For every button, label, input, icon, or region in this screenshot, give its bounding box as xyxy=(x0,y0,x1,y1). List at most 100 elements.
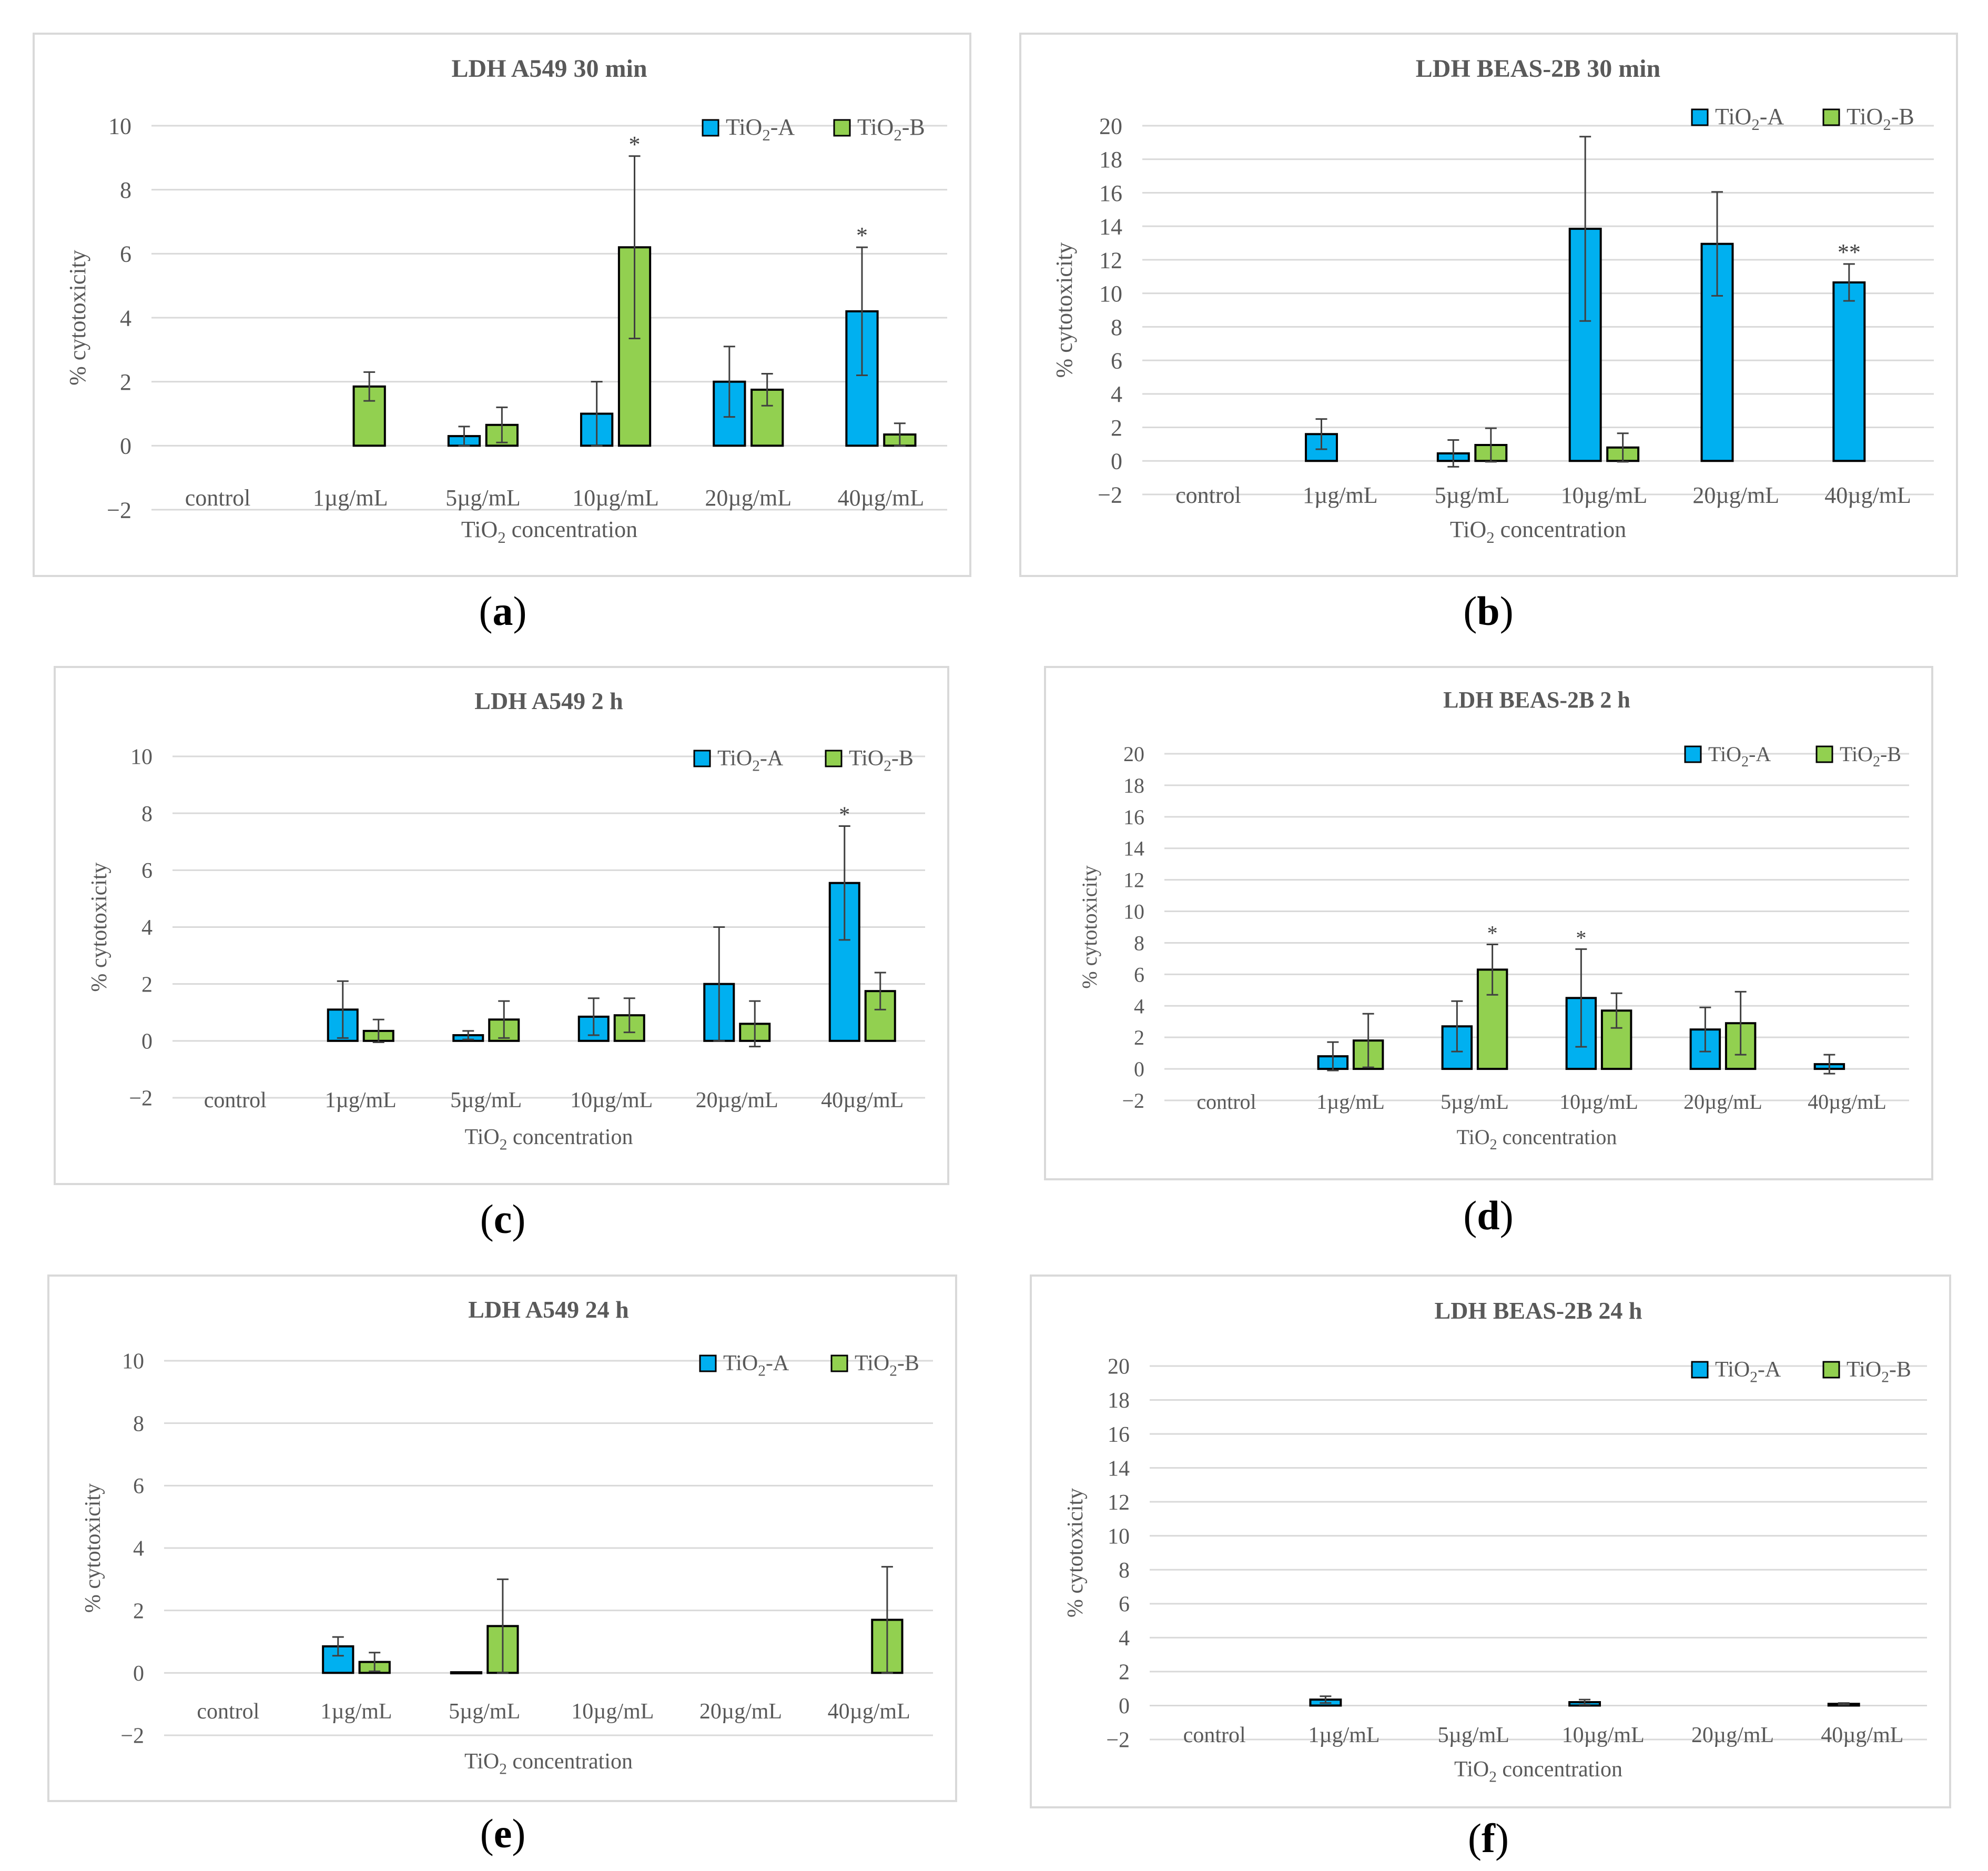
x-tick-label: control xyxy=(1175,482,1241,508)
y-tick-label: 20 xyxy=(1123,742,1144,766)
y-tick-label: 2 xyxy=(1111,415,1122,441)
significance-mark: * xyxy=(1576,926,1586,949)
x-tick-label: 10µg/mL xyxy=(571,1700,654,1724)
y-tick-label: 2 xyxy=(141,973,153,997)
x-tick-label: 20µg/mL xyxy=(705,485,792,511)
legend-swatch-tio2-a xyxy=(1684,745,1702,763)
y-tick-label: 4 xyxy=(133,1537,144,1561)
y-tick-label: 20 xyxy=(1108,1355,1130,1379)
x-tick-label: 5µg/mL xyxy=(450,1088,522,1113)
chart-title: LDH A549 30 min xyxy=(451,55,647,83)
significance-mark: ** xyxy=(1838,239,1861,265)
x-axis-label: TiO2 concentration xyxy=(1450,517,1626,547)
x-tick-label: 20µg/mL xyxy=(696,1088,778,1113)
y-tick-label: 8 xyxy=(141,802,153,826)
y-tick-label: 20 xyxy=(1099,113,1122,139)
x-tick-label: 20µg/mL xyxy=(1691,1723,1774,1747)
legend-label-tio2-a: TiO2-A xyxy=(717,746,784,775)
y-tick-label: −2 xyxy=(1106,1728,1130,1753)
x-tick-label: 20µg/mL xyxy=(1692,482,1779,508)
legend-swatch-tio2-b xyxy=(833,119,851,137)
y-tick-label: 16 xyxy=(1123,805,1144,829)
legend: TiO2-A TiO2-B xyxy=(699,1351,919,1380)
y-tick-label: 14 xyxy=(1108,1457,1130,1481)
y-tick-label: 2 xyxy=(1119,1661,1130,1685)
chart-panel-a: LDH A549 30 min −2 0 2 4 6 8 10 % cytotoxicity co… xyxy=(33,33,971,577)
y-tick-label: 6 xyxy=(120,241,131,267)
y-tick-label: 0 xyxy=(1119,1694,1130,1718)
y-tick-label: 8 xyxy=(1134,931,1144,955)
y-tick-label: 6 xyxy=(1111,348,1122,373)
y-tick-label: 6 xyxy=(1119,1593,1130,1617)
y-tick-label: −2 xyxy=(120,1724,144,1748)
y-tick-label: 10 xyxy=(1099,281,1122,307)
y-tick-label: 4 xyxy=(120,305,131,331)
legend-label-tio2-b: TiO2-B xyxy=(855,1351,919,1380)
significance-mark: * xyxy=(629,132,641,157)
y-tick-label: 18 xyxy=(1123,774,1144,797)
y-tick-label: 0 xyxy=(141,1030,153,1054)
x-tick-label: 1µg/mL xyxy=(1316,1090,1385,1114)
x-tick-label: 5µg/mL xyxy=(445,485,521,511)
y-tick-label: −2 xyxy=(1122,1089,1144,1113)
legend-label-tio2-b: TiO2-B xyxy=(849,746,914,775)
caption-a: (a) xyxy=(479,588,527,634)
y-tick-label: 12 xyxy=(1099,247,1122,273)
y-axis-label: % cytotoxicity xyxy=(1078,865,1101,988)
y-tick-label: 10 xyxy=(1108,1524,1130,1549)
legend-label-tio2-a: TiO2-A xyxy=(726,114,795,144)
legend-swatch-tio2-b xyxy=(1822,108,1840,126)
y-tick-label: −2 xyxy=(107,497,131,523)
chart-title: LDH BEAS-2B 30 min xyxy=(1416,55,1660,83)
x-tick-label: 1µg/mL xyxy=(325,1088,397,1113)
legend-label-tio2-a: TiO2-A xyxy=(1708,742,1771,770)
legend-label-tio2-a: TiO2-A xyxy=(1715,1358,1781,1386)
bar-tio2-a xyxy=(1832,281,1866,462)
y-tick-label: 16 xyxy=(1099,180,1122,206)
chart-title: LDH BEAS-2B 24 h xyxy=(1435,1297,1642,1324)
chart-title: LDH A549 24 h xyxy=(468,1296,628,1323)
y-tick-label: 2 xyxy=(1134,1026,1144,1049)
y-tick-label: 4 xyxy=(141,916,153,940)
legend-swatch-tio2-b xyxy=(1822,1361,1840,1379)
x-tick-label: 40µg/mL xyxy=(1808,1090,1886,1114)
x-tick-label: 40µg/mL xyxy=(828,1700,910,1724)
y-tick-label: 0 xyxy=(1134,1057,1144,1081)
caption-b: (b) xyxy=(1463,588,1514,634)
legend-label-tio2-b: TiO2-B xyxy=(1847,1358,1911,1386)
bar-tio2-a xyxy=(450,1671,483,1675)
x-tick-label: 5µg/mL xyxy=(1441,1090,1509,1114)
y-tick-label: 12 xyxy=(1108,1491,1130,1515)
legend: TiO2-A TiO2-B xyxy=(693,746,914,775)
legend-label-tio2-a: TiO2-A xyxy=(723,1351,789,1380)
chart-d: LDH BEAS-2B 2 h −2 0 2 4 6 8 10 12 14 16 18 20 % cyto… xyxy=(1078,687,1909,1153)
chart-panel-f: LDH BEAS-2B 24 h −2 0 2 4 6 8 10 12 14 16 18 20 % cyt… xyxy=(1030,1275,1951,1808)
legend: TiO2-A TiO2-B xyxy=(1691,104,1914,134)
legend-swatch-tio2-a xyxy=(1691,108,1709,126)
y-tick-label: 4 xyxy=(1111,381,1122,407)
x-tick-label: 10µg/mL xyxy=(1561,482,1648,508)
y-tick-label: 8 xyxy=(133,1412,144,1436)
y-tick-label: 10 xyxy=(122,1350,144,1374)
significance-mark: * xyxy=(856,223,868,248)
y-tick-label: 0 xyxy=(120,433,131,459)
x-tick-label: 20µg/mL xyxy=(1683,1090,1762,1114)
chart-a: LDH A549 30 min −2 0 2 4 6 8 10 % cytotoxicity co… xyxy=(65,55,947,547)
x-tick-label: 10µg/mL xyxy=(1562,1723,1645,1747)
x-tick-label: 20µg/mL xyxy=(699,1700,782,1724)
x-tick-label: 40µg/mL xyxy=(1821,1723,1903,1747)
legend-label-tio2-b: TiO2-B xyxy=(1840,742,1901,770)
chart-title: LDH BEAS-2B 2 h xyxy=(1443,687,1630,713)
y-tick-label: 8 xyxy=(1111,315,1122,340)
y-axis-label: % cytotoxicity xyxy=(1051,242,1077,378)
y-tick-label: 18 xyxy=(1108,1389,1130,1413)
x-axis-label: TiO2 concentration xyxy=(461,517,637,547)
y-axis-label: % cytotoxicity xyxy=(81,1483,105,1613)
y-tick-label: 8 xyxy=(120,177,131,203)
legend-swatch-tio2-b xyxy=(1815,745,1833,763)
legend: TiO2-A TiO2-B xyxy=(702,114,925,144)
y-tick-label: 6 xyxy=(133,1474,144,1499)
x-tick-label: control xyxy=(197,1700,259,1724)
x-axis-label: TiO2 concentration xyxy=(1454,1757,1622,1786)
y-axis-label: % cytotoxicity xyxy=(87,862,111,992)
